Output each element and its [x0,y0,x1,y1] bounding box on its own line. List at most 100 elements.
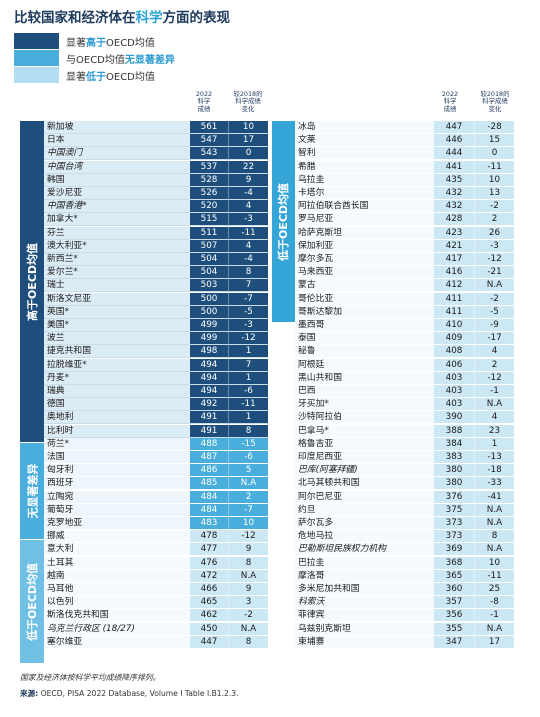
score-cell: 347 [434,635,474,649]
score-cell: 491 [190,411,228,425]
country-name: 斯洛文尼亚 [44,292,190,306]
country-name: 葡萄牙 [44,503,190,517]
country-name: 丹麦* [44,371,190,385]
table-row: 阿拉伯联合酋长国 432 -2 [295,200,514,214]
table-row: 多米尼加共和国 360 25 [295,583,514,596]
score-cell: 411 [434,305,474,319]
score-cell: 492 [190,398,228,412]
score-cell: 380 [434,464,474,478]
country-name: 牙买加* [295,398,434,412]
table-row: 卡塔尔 432 13 [295,187,514,200]
score-cell: 380 [434,477,474,491]
score-cell: 417 [434,253,474,266]
table-row: 斯洛伐克共和国 462 -2 [44,609,268,623]
table-row: 美国* 499 -3 [44,319,268,332]
change-cell: 10 [228,121,268,134]
change-cell: -11 [474,569,514,583]
table-row: 立陶宛 484 2 [44,490,268,504]
change-cell: -1 [474,609,514,623]
country-name: 土耳其 [44,556,190,570]
table-row: 墨西哥 410 -9 [295,319,514,332]
table-row: 中国香港* 520 4 [44,200,268,214]
country-name: 中国澳门 [44,147,190,161]
table-row: 菲律宾 356 -1 [295,609,514,623]
change-cell: 9 [228,543,268,557]
change-cell: -28 [474,121,514,134]
country-name: 文莱 [295,134,434,148]
change-cell: -9 [474,319,514,332]
change-cell: 8 [474,530,514,544]
country-name: 摩洛哥 [295,569,434,583]
change-cell: -11 [228,398,268,412]
change-cell: -17 [474,332,514,346]
country-name: 中国台湾 [44,160,190,174]
score-cell: 511 [190,226,228,240]
country-name: 卡塔尔 [295,187,434,200]
score-cell: 368 [434,556,474,570]
table-row: 中国澳门 543 0 [44,147,268,161]
table-row: 希腊 441 -11 [295,160,514,174]
change-cell: 1 [474,437,514,451]
header-score-left: 2022 科学 成绩 [195,90,213,113]
change-cell: -3 [228,319,268,332]
table-row: 巴库(阿塞拜疆) 380 -18 [295,464,514,478]
change-cell: N.A [474,517,514,530]
country-name: 日本 [44,134,190,148]
table-row: 巴西 403 -1 [295,385,514,398]
score-cell: 403 [434,398,474,412]
table-row: 中国台湾 537 22 [44,160,268,174]
change-cell: 17 [228,134,268,148]
country-name: 格鲁吉亚 [295,437,434,451]
score-cell: 499 [190,319,228,332]
table-row: 牙买加* 403 N.A [295,398,514,412]
country-name: 挪威 [44,530,190,544]
score-cell: 543 [190,147,228,161]
score-cell: 416 [434,266,474,280]
score-cell: 537 [190,160,228,174]
table-row: 葡萄牙 484 -7 [44,503,268,517]
country-name: 科索沃 [295,596,434,610]
country-name: 瑞士 [44,279,190,293]
country-name: 哥伦比亚 [295,292,434,306]
score-cell: 487 [190,451,228,464]
change-cell: 2 [474,358,514,372]
score-cell: 444 [434,147,474,161]
change-cell: 15 [474,134,514,148]
score-cell: 357 [434,596,474,610]
change-cell: 0 [228,147,268,161]
table-row: 巴拿马* 388 23 [295,424,514,438]
country-name: 蒙古 [295,279,434,293]
country-name: 美国* [44,319,190,332]
country-name: 巴拿马* [295,424,434,438]
table-row: 哥斯达黎加 411 -5 [295,305,514,319]
score-cell: 365 [434,569,474,583]
table-row: 土耳其 476 8 [44,556,268,570]
change-cell: -2 [474,200,514,214]
change-cell: -6 [228,385,268,398]
score-cell: 472 [190,569,228,583]
score-cell: 520 [190,200,228,214]
country-name: 危地马拉 [295,530,434,544]
country-name: 巴拉圭 [295,556,434,570]
score-cell: 432 [434,200,474,214]
legend-swatch [14,33,59,49]
score-cell: 432 [434,187,474,200]
table-row: 加拿大* 515 -3 [44,213,268,227]
change-cell: 26 [474,226,514,240]
change-cell: 9 [228,173,268,187]
change-cell: N.A [474,279,514,293]
country-name: 乌拉圭 [295,173,434,187]
group-label-nodiff: 无显著差异 [20,443,44,539]
score-cell: 447 [190,635,228,649]
score-cell: 485 [190,477,228,491]
score-cell: 375 [434,503,474,517]
table-row: 奥地利 491 1 [44,411,268,425]
score-cell: 488 [190,437,228,451]
score-cell: 528 [190,173,228,187]
country-name: 塞尔维亚 [44,635,190,649]
country-name: 阿尔巴尼亚 [295,490,434,504]
group-label-below-right: 低于OECD均值 [272,121,295,322]
page-title: 比较国家和经济体在科学方面的表现 [14,10,230,26]
header-change-left: 较2018的 科学成绩 变化 [233,90,263,113]
score-cell: 499 [190,332,228,346]
